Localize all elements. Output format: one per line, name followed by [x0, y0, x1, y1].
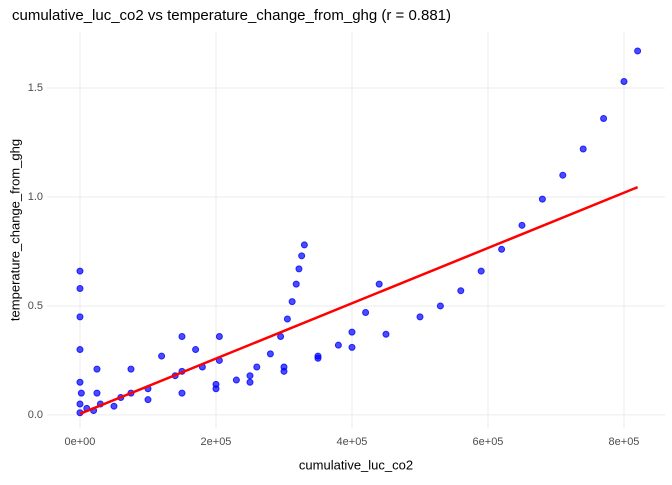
point	[457, 287, 465, 295]
point	[266, 350, 274, 358]
point	[292, 280, 300, 288]
point	[127, 365, 135, 373]
point	[246, 378, 254, 386]
point	[76, 400, 84, 408]
x-axis-label: cumulative_luc_co2	[299, 457, 413, 472]
point	[93, 365, 101, 373]
point	[76, 285, 84, 293]
point	[283, 315, 291, 323]
x-tick-label: 2e+05	[201, 436, 232, 448]
point	[600, 115, 608, 123]
y-tick-label: 0.0	[28, 409, 43, 421]
point	[76, 378, 84, 386]
y-axis-label: temperature_change_from_ghg	[7, 139, 22, 321]
point	[375, 280, 383, 288]
chart-title: cumulative_luc_co2 vs temperature_change…	[12, 7, 451, 24]
y-tick-label: 0.5	[28, 300, 43, 312]
point	[77, 389, 85, 397]
x-tick-label: 8e+05	[609, 436, 640, 448]
point	[559, 171, 567, 179]
point	[280, 367, 288, 375]
point	[232, 376, 240, 384]
point	[362, 308, 370, 316]
point	[334, 341, 342, 349]
point	[158, 352, 166, 360]
point	[144, 396, 152, 404]
y-tick-label: 1.5	[28, 82, 43, 94]
point	[538, 195, 546, 203]
x-tick-label: 4e+05	[337, 436, 368, 448]
point	[76, 313, 84, 321]
point	[477, 267, 485, 275]
point	[298, 252, 306, 260]
point	[498, 245, 506, 253]
point	[76, 267, 84, 275]
point	[253, 363, 261, 371]
point	[246, 372, 254, 380]
point	[288, 298, 296, 306]
point	[178, 389, 186, 397]
point	[300, 241, 308, 249]
y-tick-label: 1.0	[28, 191, 43, 203]
point	[215, 332, 223, 340]
point	[110, 402, 118, 410]
point	[295, 265, 303, 273]
point	[436, 302, 444, 310]
point	[178, 332, 186, 340]
point	[314, 354, 322, 362]
point	[93, 389, 101, 397]
point	[382, 330, 390, 338]
point	[579, 145, 587, 153]
point	[348, 343, 356, 351]
point	[76, 346, 84, 354]
point	[212, 385, 220, 393]
trend-line	[79, 186, 639, 415]
x-tick-label: 0e+00	[65, 436, 96, 448]
point	[192, 346, 200, 354]
point	[518, 221, 526, 229]
point	[348, 328, 356, 336]
point	[620, 77, 628, 85]
x-tick-label: 6e+05	[473, 436, 504, 448]
point	[416, 313, 424, 321]
point	[634, 47, 642, 55]
